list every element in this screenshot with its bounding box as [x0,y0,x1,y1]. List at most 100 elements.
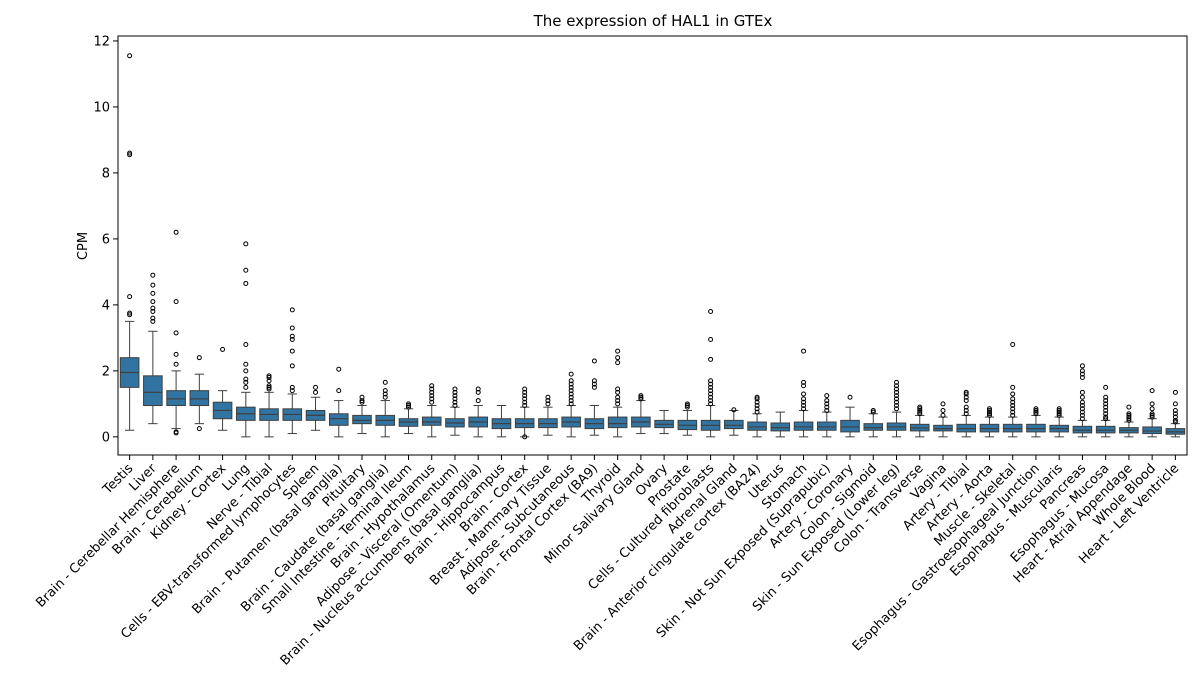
box-group [1165,389,1186,438]
outlier-point [1172,389,1178,395]
outlier-point [243,241,249,247]
outlier-point [801,383,807,389]
outlier-point [708,394,714,400]
box-group [793,348,814,438]
outlier-point [1103,404,1109,410]
outlier-point [522,399,528,405]
box-group [886,379,907,438]
outlier-point [1126,404,1132,410]
box-group [1142,388,1162,438]
outlier-point [359,399,365,405]
outlier-point [313,389,319,395]
box-group [352,394,372,435]
outlier-point [289,384,295,390]
outlier-point [1079,399,1085,405]
box-iqr [607,416,628,429]
box-group [909,404,930,438]
outlier-point [754,403,760,409]
box-group [538,394,558,436]
outlier-point [243,376,249,382]
box-group [561,371,581,438]
outlier-point [1056,407,1062,413]
box-group [933,401,953,438]
outlier-point [150,272,156,278]
plot-frame [117,35,1188,456]
outlier-point [754,409,760,415]
outlier-point [638,393,644,399]
box-iqr [143,375,163,407]
box-group [816,393,837,438]
outlier-point [591,378,597,384]
outlier-point [452,393,458,399]
outlier-point [917,411,923,417]
outlier-point [615,348,621,354]
box-iqr [166,390,186,407]
outlier-point [894,399,900,405]
outlier-point [638,396,644,402]
outlier-point [173,430,179,436]
outlier-point [475,386,481,392]
box-group [1095,384,1116,438]
outlier-point [429,386,435,392]
outlier-point [824,407,830,413]
outlier-point [684,403,690,409]
outlier-point [127,310,133,316]
outlier-point [986,411,992,417]
outlier-point [359,394,365,400]
outlier-point [243,341,249,347]
outlier-point [522,389,528,395]
outlier-point [1172,401,1178,407]
box-iqr [1095,425,1116,434]
outlier-point [1010,341,1016,347]
box-group [282,307,303,435]
outlier-point [150,282,156,288]
outlier-point [382,394,388,400]
outlier-point [963,407,969,413]
outlier-point [266,383,272,389]
outlier-point [266,386,272,392]
outlier-point [1010,403,1016,409]
outlier-point [1126,416,1132,422]
outlier-point [243,280,249,286]
box-iqr [724,419,744,430]
outlier-point [1126,412,1132,418]
outlier-point [429,399,435,405]
outlier-point [359,398,365,404]
y-tick-label: 8 [102,166,110,181]
outlier-point [220,346,226,352]
outlier-point [1126,411,1132,417]
outlier-point [289,325,295,331]
outlier-point [801,391,807,397]
outlier-point [405,403,411,409]
outlier-point [289,363,295,369]
outlier-point [1079,371,1085,377]
outlier-point [1079,363,1085,369]
box-group [514,386,535,440]
box-group [491,405,512,438]
outlier-point [986,409,992,415]
outlier-point [289,337,295,343]
outlier-point [173,351,179,357]
outlier-point [568,388,574,394]
outlier-point [801,348,807,354]
outlier-point [708,401,714,407]
outlier-point [801,403,807,409]
outlier-point [1103,416,1109,422]
outlier-point [708,308,714,314]
outlier-point [173,361,179,367]
box-iqr [1072,425,1093,434]
box-group [468,386,489,438]
outlier-point [615,389,621,395]
outlier-point [336,388,342,394]
outlier-point [1010,391,1016,397]
outlier-point [1149,401,1155,407]
outlier-point [1079,389,1085,395]
outlier-point [522,434,528,440]
outlier-point [591,381,597,387]
outlier-point [452,399,458,405]
box-iqr [1142,426,1162,435]
outlier-point [266,384,272,390]
outlier-point [870,407,876,413]
box-group [421,383,442,438]
